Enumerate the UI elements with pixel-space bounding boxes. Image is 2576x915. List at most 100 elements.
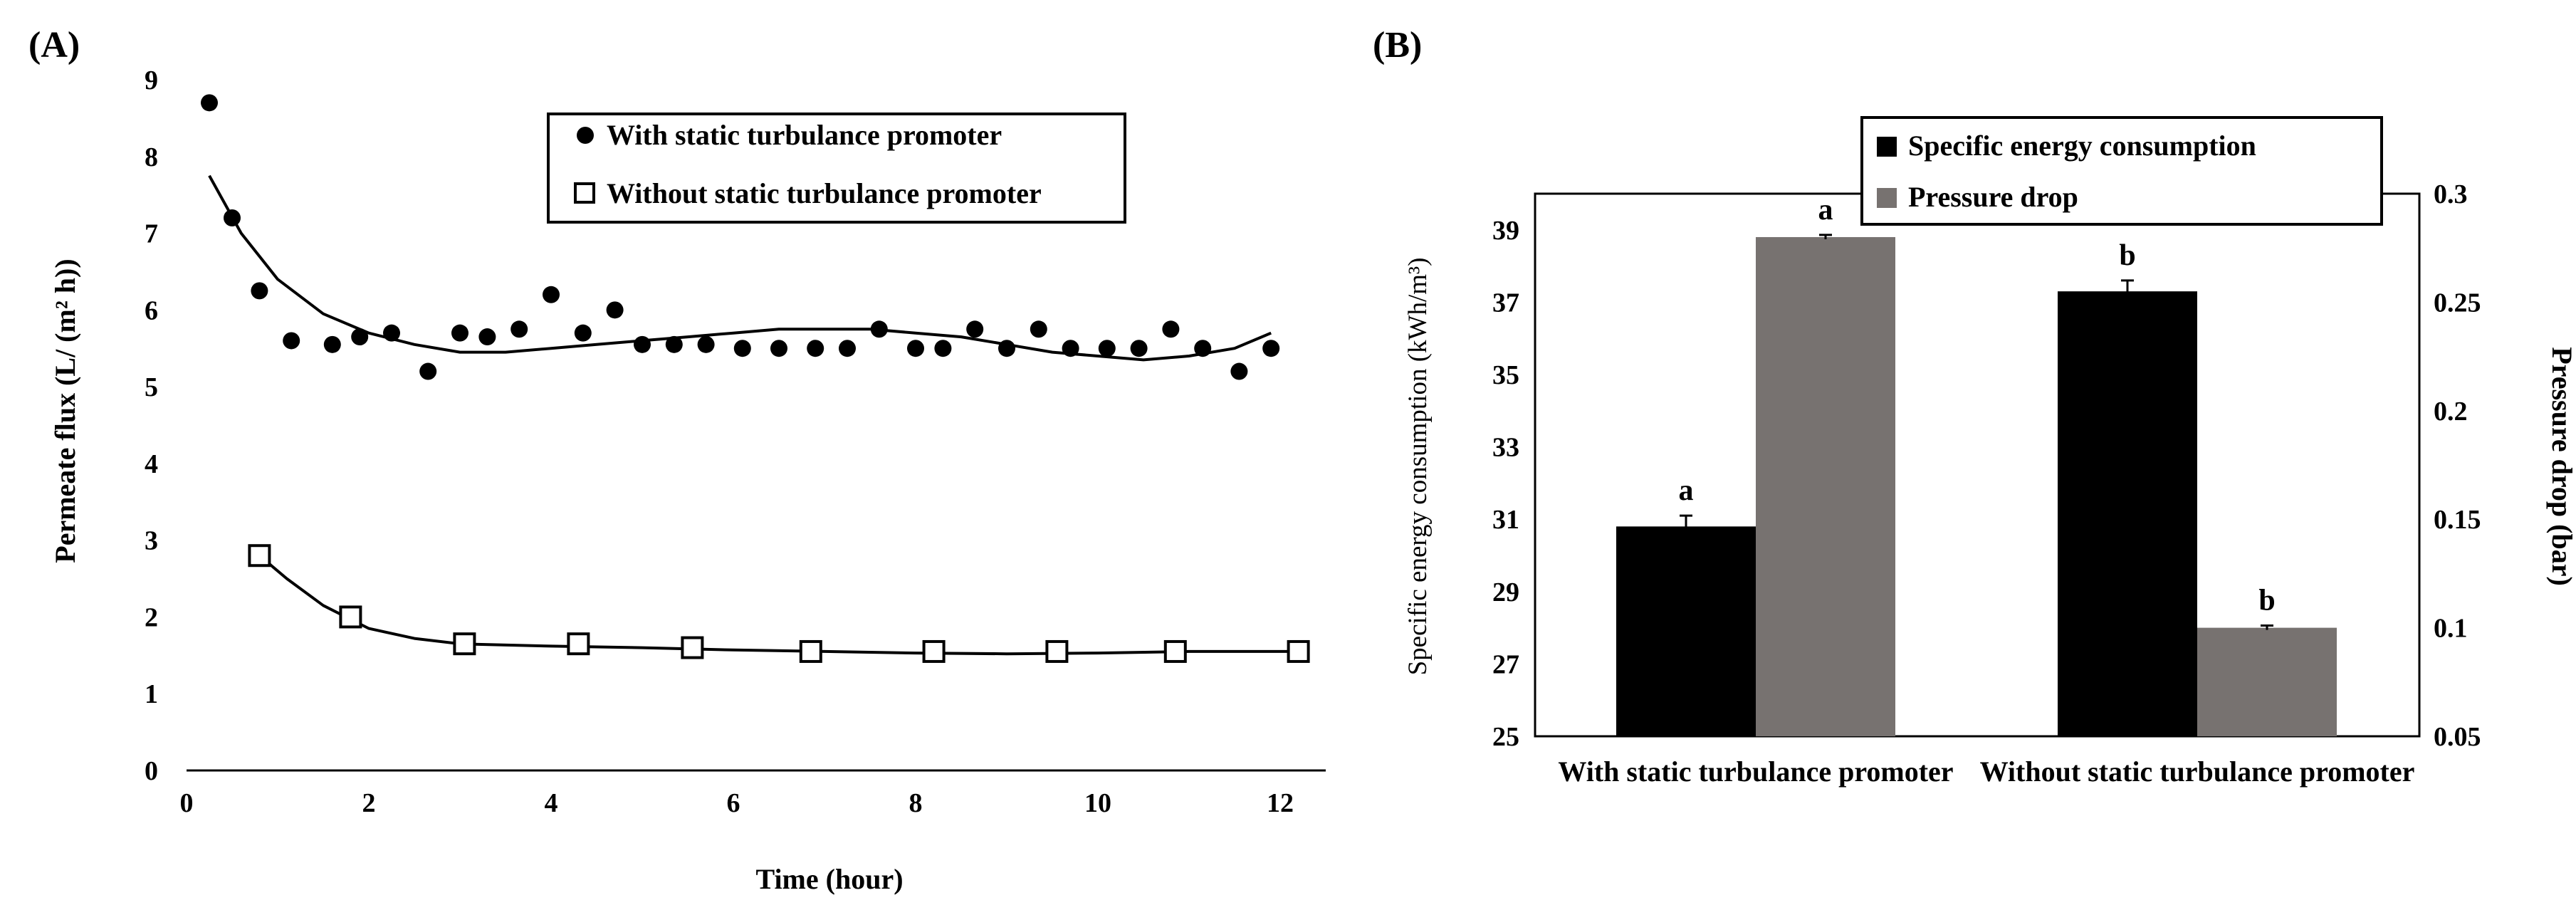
panel-b-left-y-ticks: 25 27 29 31 33 35 37 39 xyxy=(1492,216,1519,752)
panel-b-left-y-tick-label: 39 xyxy=(1492,216,1519,246)
panel-a-point-without-promoter xyxy=(339,605,362,629)
panel-a-trendline-series-2 xyxy=(258,554,1299,656)
panel-a-y-tick-label: 2 xyxy=(145,602,158,632)
panel-b-right-y-tick-label: 0.15 xyxy=(2434,505,2481,535)
panel-a-point-with-promoter xyxy=(1230,362,1248,380)
panel-b-left-y-axis-title: Specific energy consumption (kWh/m³) xyxy=(1403,258,1433,676)
panel-a-point-with-promoter xyxy=(543,286,560,303)
panel-b-bar-energy-cat-2 xyxy=(2058,291,2197,736)
panel-a-point-with-promoter xyxy=(1030,320,1047,338)
panel-a-point-with-promoter xyxy=(251,282,268,300)
panel-a-point-with-promoter xyxy=(634,335,651,353)
panel-a-point-without-promoter xyxy=(1045,639,1069,663)
panel-b-legend: Specific energy consumption Pressure dro… xyxy=(1860,116,2383,226)
panel-a-point-without-promoter xyxy=(799,639,822,663)
panel-a-point-without-promoter xyxy=(453,632,476,656)
panel-a-point-without-promoter xyxy=(1163,639,1187,663)
panel-b-significance-letter: a xyxy=(1818,194,1833,226)
panel-a-y-tick-label: 4 xyxy=(145,449,158,479)
panel-a-data-points xyxy=(201,94,1310,663)
panel-a-point-with-promoter xyxy=(807,340,824,357)
panel-b-category-label-1: With static turbulance promoter xyxy=(1558,755,1953,788)
panel-a-y-tick-label: 9 xyxy=(145,66,158,95)
panel-a-trendline-series-1 xyxy=(208,174,1272,362)
panel-a-y-tick-label: 6 xyxy=(145,296,158,325)
panel-a-point-with-promoter xyxy=(451,324,468,342)
panel-a-point-with-promoter xyxy=(1194,340,1212,357)
panel-b-bar-pressure-cat-1 xyxy=(1756,236,1895,737)
panel-a-x-tick-label: 2 xyxy=(362,788,376,818)
panel-a-point-with-promoter xyxy=(1062,340,1079,357)
panel-a-point-with-promoter xyxy=(606,301,624,319)
panel-a-point-without-promoter xyxy=(567,632,590,656)
panel-a-point-with-promoter xyxy=(697,335,715,353)
panel-b-left-y-tick-label: 37 xyxy=(1492,288,1519,318)
panel-a-point-with-promoter xyxy=(1162,320,1180,338)
panel-a-y-tick-label: 0 xyxy=(145,756,158,786)
panel-a-point-with-promoter xyxy=(419,362,437,380)
panel-b-right-y-tick-label: 0.1 xyxy=(2434,614,2468,644)
panel-b-bar-pressure-cat-2 xyxy=(2197,627,2337,736)
panel-a-point-without-promoter xyxy=(922,639,946,663)
panel-a-point-with-promoter xyxy=(665,335,683,353)
panel-b-right-y-tick-label: 0.2 xyxy=(2434,397,2468,427)
panel-a-point-without-promoter xyxy=(1287,639,1310,663)
panel-a-point-with-promoter xyxy=(907,340,924,357)
panel-a-point-with-promoter xyxy=(283,332,300,350)
panel-a-x-tick-label: 0 xyxy=(180,788,194,818)
legend-filled-circle-icon xyxy=(577,127,594,144)
panel-a-legend-label-1: With static turbulance promoter xyxy=(607,119,1002,151)
panel-b-right-y-ticks: 0.05 0.1 0.15 0.2 0.25 0.3 xyxy=(2434,179,2481,752)
panel-a-x-tick-label: 8 xyxy=(909,788,923,818)
panel-b-significance-letter: a xyxy=(1679,474,1694,507)
panel-a-legend-frame xyxy=(547,113,1126,224)
panel-a-point-with-promoter xyxy=(966,320,984,338)
panel-a-y-tick-label: 7 xyxy=(145,219,158,249)
panel-a-y-tick-label: 3 xyxy=(145,526,158,556)
panel-b-left-y-tick-label: 31 xyxy=(1492,505,1519,535)
panel-a-x-tick-label: 6 xyxy=(727,788,740,818)
panel-b-bars: a a b b xyxy=(1616,194,2337,737)
panel-a-y-tick-label: 8 xyxy=(145,142,158,172)
panel-a-legend: With static turbulance promoter Without … xyxy=(547,113,1126,224)
panel-a-point-with-promoter xyxy=(1262,340,1280,357)
panel-b-label: (B) xyxy=(1373,25,1422,66)
panel-b-right-y-axis-title: Pressure drop (bar) xyxy=(2546,347,2576,586)
panel-a-x-tick-label: 12 xyxy=(1267,788,1294,818)
panel-a-x-tick-label: 10 xyxy=(1084,788,1111,818)
panel-a-point-with-promoter xyxy=(478,328,496,346)
panel-a-legend-label-2: Without static turbulance promoter xyxy=(607,177,1042,209)
panel-b-left-y-tick-label: 27 xyxy=(1492,649,1519,679)
panel-b-legend-frame xyxy=(1860,116,2383,226)
panel-b-left-y-tick-label: 35 xyxy=(1492,360,1519,390)
panel-a-y-ticks: 0 1 2 3 4 5 6 7 8 9 xyxy=(145,66,158,786)
panel-b-legend-label-2: Pressure drop xyxy=(1908,181,2078,213)
panel-a-point-with-promoter xyxy=(733,340,751,357)
panel-a-point-with-promoter xyxy=(574,324,592,342)
panel-a-y-tick-label: 1 xyxy=(145,679,158,709)
panel-b-significance-letter: b xyxy=(2119,239,2135,272)
panel-b-left-y-tick-label: 29 xyxy=(1492,577,1519,607)
panel-b-right-y-tick-label: 0.25 xyxy=(2434,288,2481,318)
panel-a-point-with-promoter xyxy=(839,340,856,357)
panel-b-right-y-tick-label: 0.3 xyxy=(2434,179,2468,209)
panel-a-point-with-promoter xyxy=(351,328,369,346)
panel-a-point-without-promoter xyxy=(248,544,271,568)
panel-a-y-axis-title: Permeate flux (L/ (m² h)) xyxy=(49,258,81,563)
legend-black-square-icon xyxy=(1877,137,1897,157)
panel-a-point-with-promoter xyxy=(323,335,341,353)
legend-open-square-icon xyxy=(574,182,595,204)
panel-b-legend-label-1: Specific energy consumption xyxy=(1908,130,2256,162)
panel-b-bar-energy-cat-1 xyxy=(1616,526,1756,736)
panel-a-point-with-promoter xyxy=(770,340,787,357)
panel-a-trendlines xyxy=(208,174,1299,656)
panel-a-x-axis-title: Time (hour) xyxy=(755,863,903,895)
panel-a-point-with-promoter xyxy=(1130,340,1148,357)
panel-a-point-without-promoter xyxy=(681,636,704,659)
panel-a-point-with-promoter xyxy=(224,209,241,226)
panel-a-point-with-promoter xyxy=(1098,340,1116,357)
panel-a-y-tick-label: 5 xyxy=(145,372,158,402)
